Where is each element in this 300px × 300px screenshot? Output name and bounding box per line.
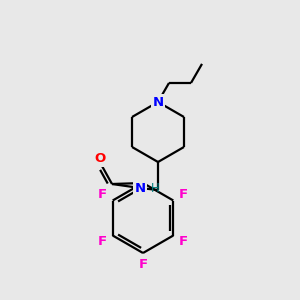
Text: F: F bbox=[98, 235, 107, 248]
Text: N: N bbox=[152, 95, 164, 109]
Text: F: F bbox=[179, 188, 188, 201]
Text: O: O bbox=[94, 152, 106, 166]
Text: F: F bbox=[179, 235, 188, 248]
Text: F: F bbox=[138, 259, 148, 272]
Text: F: F bbox=[98, 188, 107, 201]
Text: N: N bbox=[134, 182, 146, 194]
Text: H: H bbox=[151, 182, 160, 196]
